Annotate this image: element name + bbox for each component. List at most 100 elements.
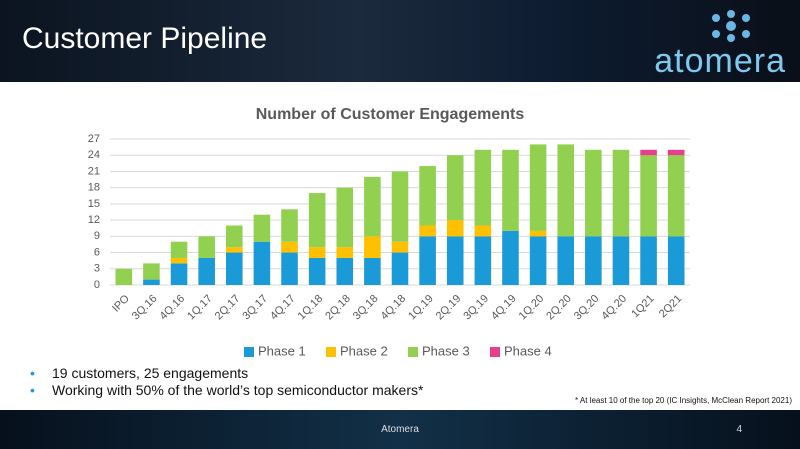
bar-segment <box>667 236 685 285</box>
bar-segment <box>612 149 630 237</box>
bar-segment <box>585 236 602 285</box>
bar-segment <box>336 247 354 258</box>
slide-title: Customer Pipeline <box>22 22 268 55</box>
y-tick-label: 0 <box>94 279 100 291</box>
bar-segment <box>198 257 215 285</box>
y-tick-label: 18 <box>88 182 100 194</box>
bar-segment <box>557 144 574 237</box>
chart-title: Number of Customer Engagements <box>256 106 525 123</box>
x-tick-label: 3Q.18 <box>351 293 381 323</box>
legend-label: Phase 1 <box>258 343 306 358</box>
x-tick-label: 3Q.20 <box>572 293 602 323</box>
bar-segment <box>419 236 436 285</box>
bar-segment <box>446 155 464 221</box>
bar-segment <box>308 193 326 248</box>
bar-segment <box>143 263 160 280</box>
bar-segment <box>474 236 492 285</box>
x-tick-label: 1Q21 <box>629 293 657 321</box>
bar-segment <box>170 257 188 264</box>
legend-swatch <box>408 347 418 357</box>
chart: Number of Customer Engagements 0 3 6 9 12 15 1… <box>88 106 690 358</box>
bar-segment <box>667 155 685 237</box>
y-tick-label: 12 <box>88 214 100 226</box>
footnote: * At least 10 of the top 20 (IC Insights… <box>574 396 792 405</box>
x-tick-label: 3Q.17 <box>240 293 270 323</box>
bar-segment <box>557 236 574 285</box>
bar-segment <box>170 241 188 258</box>
page-number: 4 <box>736 424 742 435</box>
legend-label: Phase 4 <box>504 343 552 358</box>
x-tick-label: 2Q.18 <box>323 293 353 323</box>
x-tick-label: 2Q.19 <box>434 293 464 323</box>
x-tick-label: 1Q.18 <box>296 293 326 323</box>
legend-label: Phase 3 <box>422 343 470 358</box>
legend-label: Phase 2 <box>340 343 388 358</box>
bar-segment <box>364 236 381 258</box>
bar-segment <box>198 236 215 258</box>
bar-segment <box>502 149 519 231</box>
bar-segment <box>446 236 464 285</box>
bar-segment <box>143 279 160 285</box>
x-tick-label: 1Q.17 <box>185 293 215 323</box>
bullet: Working with 50% of the world’s top semi… <box>30 382 423 398</box>
bar-segment <box>170 263 188 285</box>
bar-segment <box>446 220 464 237</box>
bar-segment <box>364 257 381 285</box>
x-tick-label: 2Q21 <box>657 293 685 321</box>
bar-segment <box>391 171 409 242</box>
logo-text: atomera <box>654 42 786 80</box>
bar-segment <box>253 241 271 285</box>
legend-swatch <box>490 347 500 357</box>
legend-swatch <box>244 347 254 357</box>
y-tick-label: 6 <box>94 246 100 258</box>
x-tick-label: 4Q.16 <box>158 293 188 323</box>
y-tick-label: 21 <box>88 165 100 177</box>
bullet: 19 customers, 25 engagements <box>30 365 423 381</box>
logo-mark <box>712 10 750 42</box>
bar-segment <box>529 236 547 285</box>
bar-segment <box>502 230 519 285</box>
bar-segment <box>281 241 298 253</box>
x-tick-label: 2Q.20 <box>544 293 574 323</box>
bar-segment <box>226 225 243 248</box>
bar-segment <box>529 144 547 231</box>
x-tick-label: 3Q.19 <box>461 293 491 323</box>
bar-segment <box>419 225 436 237</box>
x-tick-label: 1Q.19 <box>406 293 436 323</box>
footer-text: Atomera <box>381 424 419 435</box>
bar-segment <box>474 149 492 226</box>
x-tick-label: 4Q.19 <box>489 293 519 323</box>
bar-segment <box>529 230 547 237</box>
legend-swatch <box>326 347 336 357</box>
bar-segment <box>391 241 409 253</box>
x-tick-label: IPO <box>110 292 132 314</box>
y-tick-label: 3 <box>94 263 100 275</box>
bar-segment <box>474 225 492 237</box>
header-band: Customer Pipeline atomera <box>0 0 800 82</box>
bar-segment <box>640 155 657 237</box>
bar-segment <box>364 176 381 237</box>
x-tick-label: 4Q.17 <box>268 293 298 323</box>
bar-segment <box>226 252 243 285</box>
bar-segment <box>226 247 243 253</box>
y-tick-label: 15 <box>88 198 100 210</box>
bar-segment <box>585 149 602 237</box>
y-tick-label: 27 <box>88 133 100 145</box>
bar-segment <box>640 236 657 285</box>
bar-segment <box>640 149 657 156</box>
bar-segment <box>667 149 685 156</box>
footer-band: Atomera 4 <box>0 410 800 449</box>
bar-segment <box>612 236 630 285</box>
bar-segment <box>419 166 436 226</box>
y-tick-label: 24 <box>88 149 100 161</box>
y-tick-label: 9 <box>94 230 100 242</box>
bar-segment <box>253 214 271 242</box>
bar-segment <box>336 257 354 285</box>
bar-segment <box>281 209 298 242</box>
x-tick-label: 4Q.20 <box>599 293 629 323</box>
bar-segment <box>308 257 326 285</box>
bar-segment <box>336 187 354 248</box>
bullet-list: 19 customers, 25 engagements Working wit… <box>30 365 423 399</box>
bar-segment <box>281 252 298 285</box>
